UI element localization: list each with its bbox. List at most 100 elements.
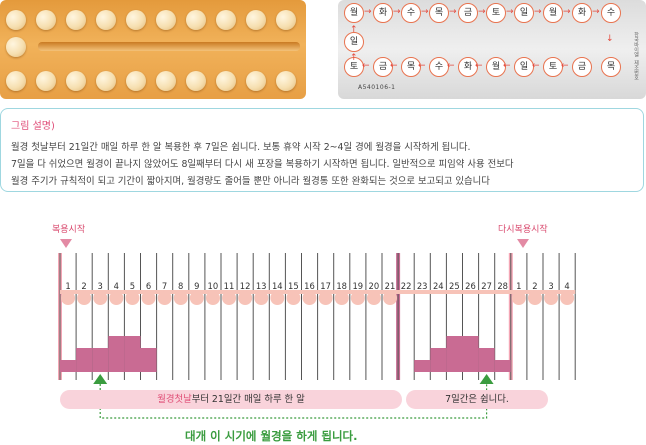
weekday-circle: 일: [514, 57, 534, 77]
pill-day-dot: [205, 291, 220, 305]
pill-day-dot: [318, 291, 333, 305]
period-bar-first: [76, 348, 93, 372]
pill-day-dot: [189, 291, 204, 305]
day-number: 14: [271, 281, 283, 291]
arrow-right-icon: →: [534, 7, 542, 17]
arrow-left-icon: ←: [561, 61, 569, 71]
day-number: 9: [194, 281, 200, 291]
pill-day-dot: [334, 291, 349, 305]
arrow-left-icon: ←: [390, 61, 398, 71]
pill-day-dot: [238, 291, 253, 305]
arrow-right-icon: →: [592, 7, 600, 17]
weekday-circle: 수: [401, 3, 421, 23]
weekday-circle: 금: [572, 57, 592, 77]
arrow-left-icon: ←: [447, 61, 455, 71]
day-number: 16: [304, 281, 315, 291]
start-label: 복용시작: [52, 225, 86, 235]
day-number: 18: [336, 281, 348, 291]
weekday-circle: 월: [344, 3, 364, 23]
arrow-left-icon: ←: [418, 61, 426, 71]
pill: [186, 71, 206, 91]
day-number: 8: [178, 281, 184, 291]
day-number: 7: [161, 281, 168, 291]
pill-day-dot: [254, 291, 269, 305]
caption-title: 그림 설명): [11, 121, 55, 132]
pill-day-dot: [222, 291, 237, 305]
arrow-left-icon: ←: [503, 61, 511, 71]
pill-day-dot: [560, 291, 575, 305]
pill: [6, 10, 26, 30]
pill-day-dot: [350, 291, 365, 305]
pill-day-dot: [270, 291, 285, 305]
weekday-circle: 토: [344, 57, 364, 77]
day-number: 2: [532, 281, 538, 291]
weekday-circle: 화: [572, 3, 592, 23]
day-number: 21: [384, 281, 396, 291]
period-bar-first: [108, 336, 125, 372]
day-number: 2: [81, 281, 87, 291]
pill: [6, 71, 26, 91]
front-blister-pack-photo: [0, 0, 306, 99]
take-pills-highlight: 월경첫날: [157, 394, 192, 405]
day-number: 22: [400, 281, 412, 291]
arrow-right-icon: →: [421, 7, 429, 17]
weekday-circle: 화: [373, 3, 393, 23]
arrow-right-icon: →: [506, 7, 514, 17]
arrow-left-icon: ←: [532, 61, 540, 71]
weekday-circle: 화: [458, 57, 478, 77]
weekday-circle: 수: [429, 57, 449, 77]
rest-days-bar: 7일간은 쉽니다.: [406, 390, 548, 409]
bottom-note: 대개 이 시기에 월경을 하게 됩니다.: [185, 429, 358, 443]
arrow-left-icon: ←: [362, 61, 370, 71]
weekday-circle: 월: [486, 57, 506, 77]
weekday-circle: 일: [514, 3, 534, 23]
side-text-lot: 제조번호: [633, 60, 639, 80]
pill-day-dot: [383, 291, 398, 305]
day-number: 24: [432, 281, 444, 291]
pill-band: [60, 290, 576, 294]
period-bar-break: [446, 336, 463, 372]
restart-label: 다시복용시작: [498, 225, 548, 235]
pill: [276, 10, 296, 30]
pill: [276, 71, 296, 91]
weekday-circle: 금: [458, 3, 478, 23]
pill: [156, 71, 176, 91]
period-bar-first: [140, 348, 157, 372]
day-number: 1: [516, 281, 522, 291]
weekday-circle: 목: [601, 57, 621, 77]
take-pills-bar: 월경첫날부터 21일간 매일 하루 한 알: [60, 390, 402, 409]
pill: [246, 71, 266, 91]
green-arrow-up-icon: [479, 374, 494, 384]
side-text-company: 한국바이엘: [633, 32, 639, 57]
blister-slot: [38, 42, 300, 51]
caption-line-1: 월경 첫날부터 21일간 매일 하루 한 알 복용한 후 7일은 쉽니다. 보통…: [11, 142, 471, 153]
green-arrow-up-icon: [93, 374, 108, 384]
arrow-up-icon: ↑: [350, 53, 358, 63]
pill: [96, 71, 116, 91]
pill: [156, 10, 176, 30]
period-bar-break: [478, 348, 495, 372]
pill: [66, 10, 86, 30]
weekday-circle: 토: [486, 3, 506, 23]
pill: [36, 10, 56, 30]
weekday-circle: 목: [401, 57, 421, 77]
pill-day-dot: [157, 291, 172, 305]
pill-day-dot: [511, 291, 526, 305]
weekday-circle: 토: [543, 57, 563, 77]
pill-day-dot: [286, 291, 301, 305]
pill: [126, 71, 146, 91]
pill: [216, 71, 236, 91]
day-number: 15: [288, 281, 299, 291]
period-bar-first: [60, 360, 77, 372]
day-number: 17: [320, 281, 331, 291]
weekday-circle: 목: [429, 3, 449, 23]
period-bar-break: [494, 360, 511, 372]
lot-number: A540106-1: [358, 84, 396, 91]
day-number: 4: [564, 281, 570, 291]
pill: [216, 10, 236, 30]
period-bar-break: [430, 348, 447, 372]
weekday-circle: 일: [344, 32, 364, 52]
pill: [36, 71, 56, 91]
day-number: 12: [239, 281, 251, 291]
back-blister-pack-photo: 월 화 수 목 금 토 일 월 화 수 목 금 토 일 월 화 수 목 금 토 일 → → → → → → → → → ← ← ← ← ← ← ← ← ↓ ↑…: [338, 0, 646, 99]
